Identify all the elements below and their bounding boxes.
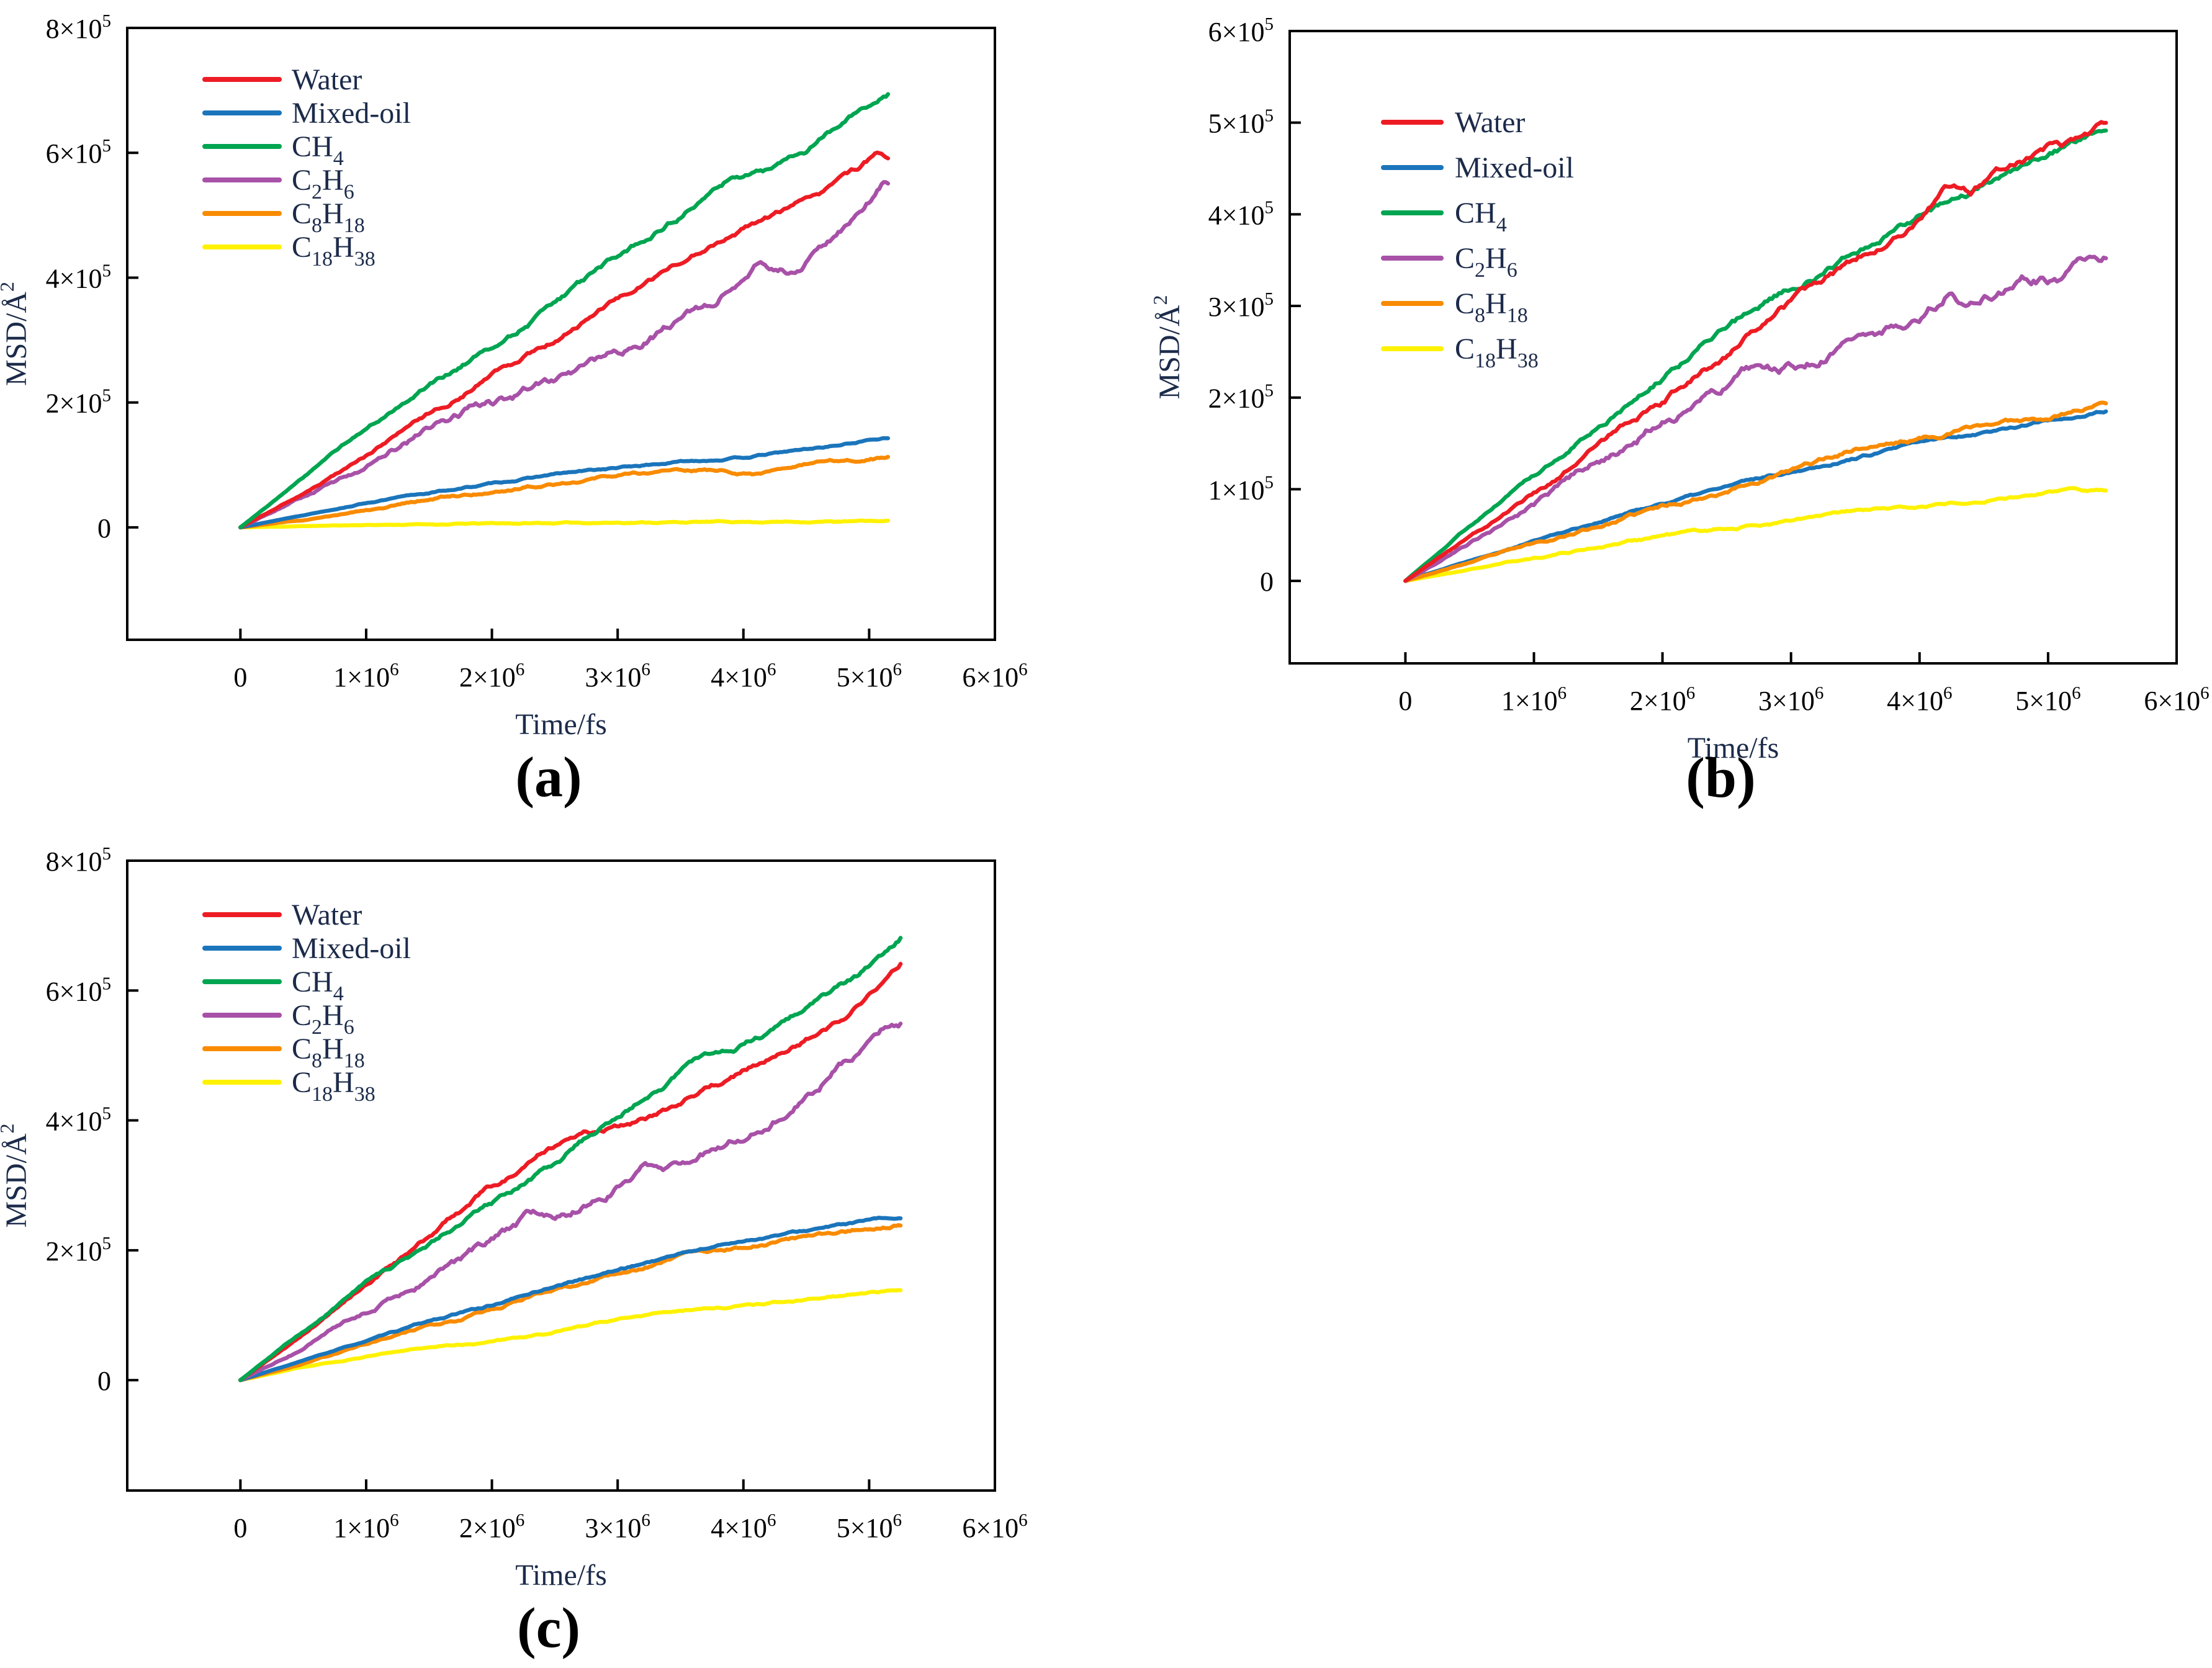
series-c2h6: [238, 1021, 903, 1383]
x-axis-title: Time/fs: [515, 708, 607, 741]
legend-label-c8h18: C8H18: [292, 197, 365, 237]
legend-label-c2h6: C2H6: [1455, 242, 1517, 282]
legend-label-c8h18: C8H18: [292, 1033, 365, 1072]
legend-label-mixed_oil: Mixed-oil: [292, 932, 411, 965]
axes-frame: 0 1×106 2×106 3×106 4×106 5×106 6×106 0 1×105 2×1…: [1208, 14, 2210, 716]
panel-caption: (c): [517, 1596, 580, 1659]
x-axis-title: Time/fs: [515, 1559, 607, 1592]
x-tick-label: 0: [233, 662, 247, 693]
y-tick-label: 2×105: [46, 386, 111, 419]
legend-label-c2h6: C2H6: [292, 999, 354, 1039]
y-axis-title: MSD/Å2: [0, 282, 33, 386]
x-tick-label: 5×106: [837, 1510, 902, 1543]
series-water: [238, 962, 903, 1383]
series-lines: [238, 92, 891, 530]
series-water: [238, 150, 891, 530]
y-tick-label: 4×105: [46, 1104, 111, 1137]
panel-caption: (a): [515, 745, 582, 809]
series-c18h38: [238, 518, 891, 530]
series-ch4: [238, 92, 891, 530]
x-tick-label: 2×106: [1630, 683, 1695, 716]
x-tick-label: 3×106: [1758, 683, 1823, 716]
x-tick-label: 1×106: [333, 1510, 398, 1543]
x-tick-label: 2×106: [459, 1510, 524, 1543]
series-mixed_oil: [1403, 409, 2108, 583]
series-c8h18: [238, 1223, 903, 1383]
y-tick-label: 6×105: [1208, 14, 1274, 47]
x-tick-label: 4×106: [711, 1510, 776, 1543]
legend-label-water: Water: [292, 63, 362, 96]
y-axis-title: MSD/Å2: [0, 1123, 33, 1227]
series-lines: [1403, 120, 2108, 583]
chart-a-msd-plot: 0 1×106 2×106 3×106 4×106 5×106 6×106 0 2×105 4×1…: [0, 11, 1028, 809]
series-c8h18: [1403, 400, 2108, 583]
y-tick-label: 2×105: [46, 1234, 111, 1267]
x-tick-label: 4×106: [1887, 683, 1952, 716]
y-tick-label: 1×105: [1208, 472, 1274, 505]
x-tick-label: 0: [1398, 686, 1412, 716]
legend: Water Mixed-oil CH4 C2H6 C8H18 C18H38: [1381, 106, 1574, 372]
y-tick-label: 4×105: [46, 261, 111, 294]
legend-label-c18h38: C18H38: [292, 231, 375, 271]
x-tick-label: 0: [233, 1513, 247, 1543]
series-c18h38: [238, 1288, 903, 1383]
series-water: [1403, 120, 2108, 583]
x-tick-label: 6×106: [962, 1510, 1027, 1543]
legend-label-ch4: CH4: [1455, 197, 1507, 236]
y-tick-label: 3×105: [1208, 289, 1274, 322]
legend-label-c18h38: C18H38: [292, 1066, 375, 1106]
x-tick-label: 6×106: [2144, 683, 2209, 716]
y-tick-label: 0: [97, 513, 111, 544]
x-tick-label: 3×106: [585, 660, 650, 693]
legend-label-water: Water: [292, 899, 362, 931]
series-mixed_oil: [238, 436, 891, 530]
x-tick-label: 1×106: [1501, 683, 1567, 716]
series-lines: [238, 936, 903, 1383]
legend-label-c8h18: C8H18: [1455, 287, 1528, 327]
x-axis-title: Time/fs: [1688, 732, 1779, 764]
x-tick-label: 3×106: [585, 1510, 650, 1543]
axes-frame: 0 1×106 2×106 3×106 4×106 5×106 6×106 0 2×105 4×1…: [46, 11, 1028, 693]
legend-label-c18h38: C18H38: [1455, 333, 1539, 372]
y-axis-title: MSD/Å2: [1149, 295, 1186, 399]
series-c8h18: [238, 455, 891, 530]
chart-c-msd-plot: 0 1×106 2×106 3×106 4×106 5×106 6×106 0 2×105 4×1…: [0, 844, 1028, 1659]
y-tick-label: 0: [1260, 567, 1274, 597]
x-tick-label: 2×106: [459, 660, 524, 693]
series-c2h6: [1403, 254, 2108, 583]
x-tick-label: 6×106: [962, 660, 1027, 693]
legend-label-mixed_oil: Mixed-oil: [292, 97, 411, 130]
legend-label-c2h6: C2H6: [292, 164, 354, 204]
y-tick-label: 6×105: [46, 974, 111, 1007]
series-mixed_oil: [238, 1216, 903, 1383]
x-tick-label: 4×106: [711, 660, 776, 693]
legend-label-water: Water: [1455, 106, 1525, 139]
chart-b-msd-plot: 0 1×106 2×106 3×106 4×106 5×106 6×106 0 1×105 2×1…: [1149, 14, 2210, 809]
panel-caption: (b): [1686, 746, 1755, 809]
axes-frame: 0 1×106 2×106 3×106 4×106 5×106 6×106 0 2×105 4×1…: [46, 844, 1028, 1543]
legend-label-ch4: CH4: [292, 966, 344, 1005]
series-ch4: [238, 936, 903, 1383]
x-tick-label: 1×106: [333, 660, 398, 693]
legend-label-mixed_oil: Mixed-oil: [1455, 151, 1574, 184]
x-tick-label: 5×106: [2015, 683, 2080, 716]
series-c18h38: [1403, 486, 2108, 583]
y-tick-label: 6×105: [46, 136, 111, 169]
y-tick-label: 2×105: [1208, 381, 1274, 414]
series-c2h6: [238, 180, 891, 530]
series-ch4: [1403, 128, 2108, 583]
y-tick-label: 0: [97, 1366, 111, 1396]
y-tick-label: 8×105: [46, 844, 111, 877]
y-tick-label: 5×105: [1208, 106, 1274, 139]
y-tick-label: 4×105: [1208, 197, 1274, 230]
x-tick-label: 5×106: [837, 660, 902, 693]
legend-label-ch4: CH4: [292, 130, 344, 170]
y-tick-label: 8×105: [46, 11, 111, 44]
